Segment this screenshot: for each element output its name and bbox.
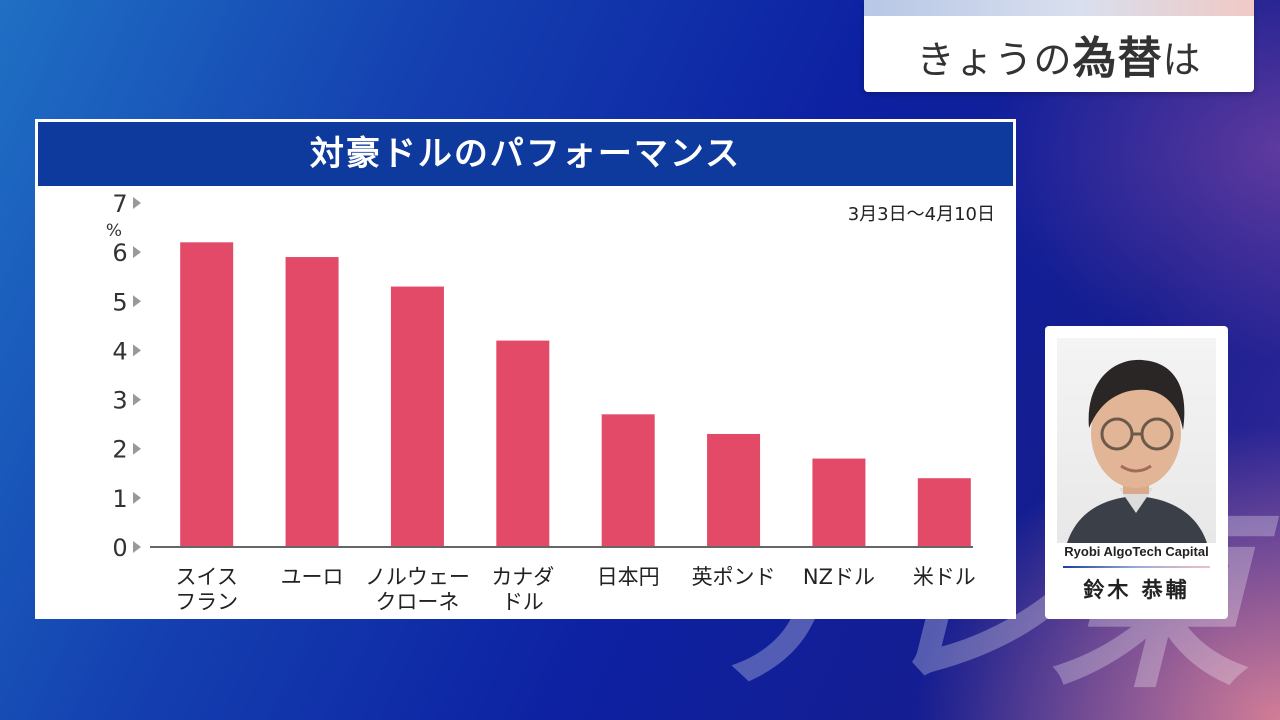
x-tick-label: ノルウェー [365, 565, 470, 589]
guest-divider [1063, 566, 1210, 568]
topic-prefix: きょうの [916, 38, 1073, 82]
bar [812, 458, 866, 547]
bar [707, 433, 761, 547]
y-tick-label: 3 [112, 387, 127, 415]
bar [917, 478, 971, 547]
x-tick-label: 米ドル [913, 565, 976, 589]
y-tick-label: 4 [112, 337, 127, 365]
topic-banner: きょうの為替は [864, 0, 1254, 92]
x-tick-label: ユーロ [281, 565, 344, 589]
y-tick-marker [133, 541, 141, 553]
guest-name: 鈴木 恭輔 [1083, 578, 1190, 602]
chart-panel: 対豪ドルのパフォーマンス 3月3日〜4月10日 0 1 2 3 4 5 6 7% スイス フラン ユ… [35, 119, 1016, 619]
y-tick-label: 0 [112, 534, 127, 562]
y-tick-marker [133, 197, 141, 209]
y-tick-marker [133, 442, 141, 455]
x-tick-label: フラン [175, 590, 238, 614]
bar [496, 340, 550, 547]
y-tick-marker [133, 246, 141, 259]
bar [601, 414, 655, 547]
topic-suffix: は [1162, 38, 1202, 82]
y-tick-marker [133, 393, 141, 406]
y-tick-label: 7 [112, 190, 127, 218]
bar [390, 286, 444, 547]
y-tick-marker [133, 491, 141, 504]
guest-company: Ryobi AlgoTech Capital [1064, 544, 1209, 559]
topic-main: 為替 [1072, 33, 1163, 84]
bar [180, 242, 234, 548]
x-tick-label: NZドル [803, 565, 875, 589]
y-unit-label: % [106, 221, 122, 241]
x-tick-label: ドル [502, 590, 544, 614]
x-tick-label: 英ポンド [692, 565, 776, 589]
topic-banner-text: きょうの為替は [864, 22, 1254, 86]
y-tick-label: 6 [112, 239, 127, 267]
date-range: 3月3日〜4月10日 [847, 204, 995, 225]
y-tick-marker [133, 295, 141, 308]
x-tick-label: 日本円 [597, 565, 660, 589]
guest-photo [1057, 338, 1216, 543]
y-tick-marker [133, 344, 141, 357]
bar [285, 257, 339, 547]
x-tick-label: スイス [176, 565, 238, 589]
guest-portrait [1067, 359, 1207, 543]
chart-title: 対豪ドルのパフォーマンス [38, 122, 1013, 186]
guest-card: Ryobi AlgoTech Capital 鈴木 恭輔 [1045, 326, 1228, 619]
x-tick-label: カナダ [491, 565, 554, 589]
y-tick-label: 2 [112, 436, 127, 464]
y-tick-label: 1 [112, 485, 127, 513]
y-tick-label: 5 [112, 288, 127, 316]
x-tick-label: クローネ [375, 590, 459, 614]
topic-banner-strip [864, 0, 1254, 16]
